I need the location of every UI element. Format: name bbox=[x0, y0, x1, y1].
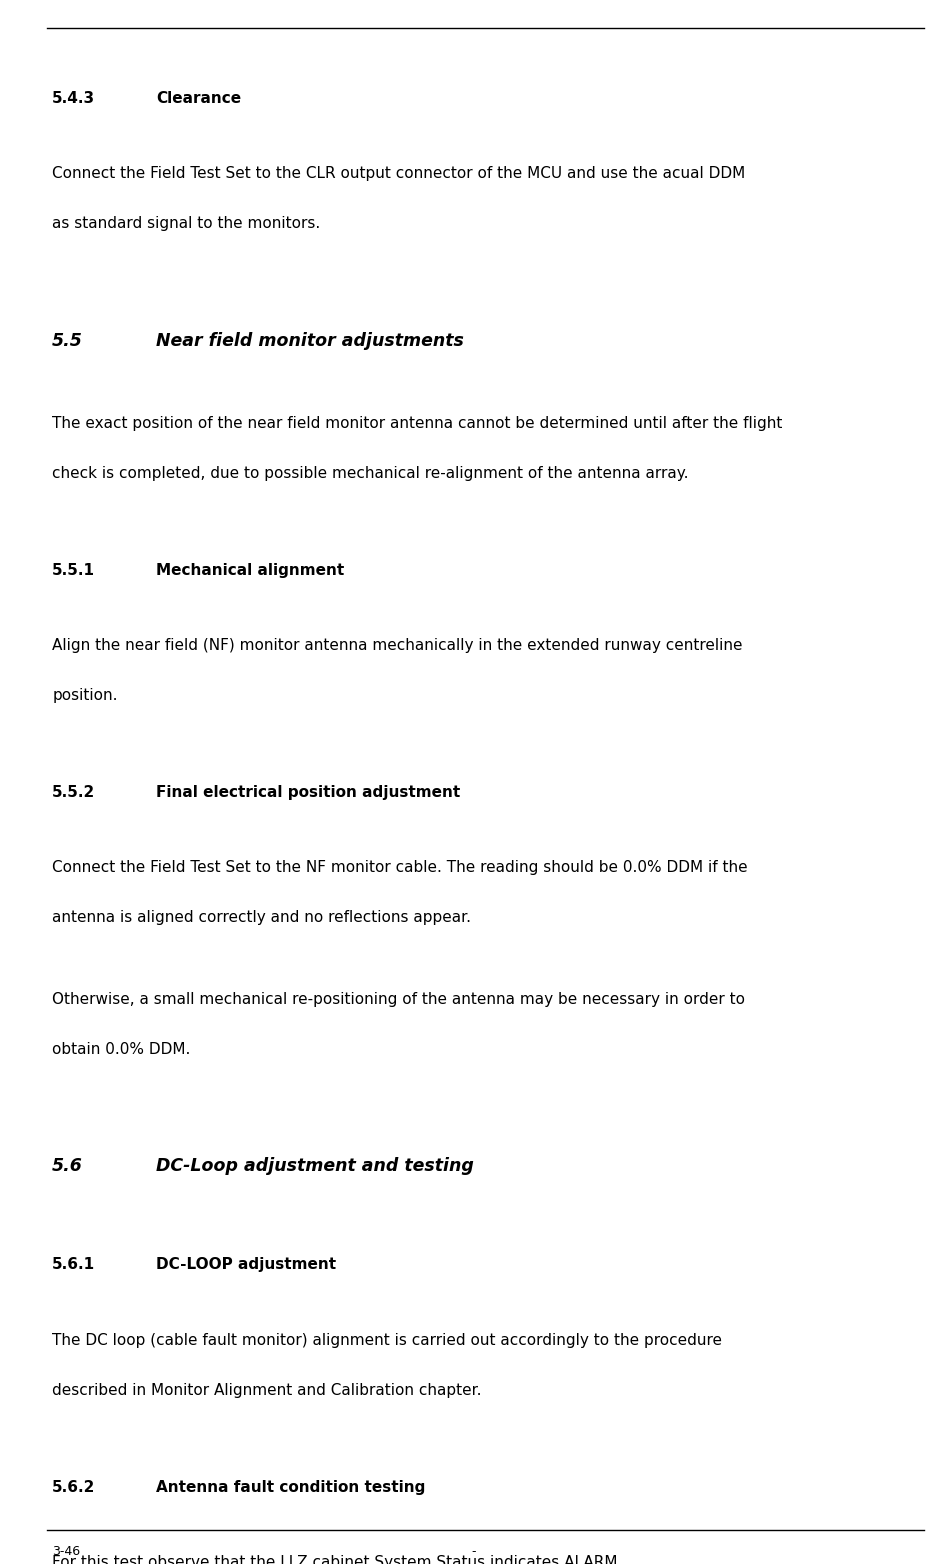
Text: Align the near field (NF) monitor antenna mechanically in the extended runway ce: Align the near field (NF) monitor antenn… bbox=[52, 638, 742, 654]
Text: -: - bbox=[472, 1545, 476, 1558]
Text: For this test observe that the LLZ cabinet System Status indicates ALARM.: For this test observe that the LLZ cabin… bbox=[52, 1555, 623, 1564]
Text: 5.6.2: 5.6.2 bbox=[52, 1480, 96, 1495]
Text: position.: position. bbox=[52, 688, 118, 704]
Text: 5.4.3: 5.4.3 bbox=[52, 91, 95, 106]
Text: Mechanical alignment: Mechanical alignment bbox=[156, 563, 345, 579]
Text: as standard signal to the monitors.: as standard signal to the monitors. bbox=[52, 216, 320, 231]
Text: Near field monitor adjustments: Near field monitor adjustments bbox=[156, 332, 465, 350]
Text: obtain 0.0% DDM.: obtain 0.0% DDM. bbox=[52, 1042, 191, 1057]
Text: Otherwise, a small mechanical re-positioning of the antenna may be necessary in : Otherwise, a small mechanical re-positio… bbox=[52, 992, 745, 1007]
Text: Clearance: Clearance bbox=[156, 91, 242, 106]
Text: Final electrical position adjustment: Final electrical position adjustment bbox=[156, 785, 461, 801]
Text: antenna is aligned correctly and no reflections appear.: antenna is aligned correctly and no refl… bbox=[52, 910, 471, 926]
Text: DC-LOOP adjustment: DC-LOOP adjustment bbox=[156, 1257, 337, 1273]
Text: Connect the Field Test Set to the CLR output connector of the MCU and use the ac: Connect the Field Test Set to the CLR ou… bbox=[52, 166, 745, 181]
Text: 5.6: 5.6 bbox=[52, 1157, 83, 1176]
Text: The DC loop (cable fault monitor) alignment is carried out accordingly to the pr: The DC loop (cable fault monitor) alignm… bbox=[52, 1333, 722, 1348]
Text: Connect the Field Test Set to the NF monitor cable. The reading should be 0.0% D: Connect the Field Test Set to the NF mon… bbox=[52, 860, 748, 876]
Text: 5.5.1: 5.5.1 bbox=[52, 563, 95, 579]
Text: described in Monitor Alignment and Calibration chapter.: described in Monitor Alignment and Calib… bbox=[52, 1383, 482, 1398]
Text: Antenna fault condition testing: Antenna fault condition testing bbox=[156, 1480, 426, 1495]
Text: 5.6.1: 5.6.1 bbox=[52, 1257, 95, 1273]
Text: 5.5.2: 5.5.2 bbox=[52, 785, 96, 801]
Text: 5.5: 5.5 bbox=[52, 332, 83, 350]
Text: The exact position of the near field monitor antenna cannot be determined until : The exact position of the near field mon… bbox=[52, 416, 782, 432]
Text: DC-Loop adjustment and testing: DC-Loop adjustment and testing bbox=[156, 1157, 474, 1176]
Text: check is completed, due to possible mechanical re-alignment of the antenna array: check is completed, due to possible mech… bbox=[52, 466, 688, 482]
Text: 3-46: 3-46 bbox=[52, 1545, 81, 1558]
